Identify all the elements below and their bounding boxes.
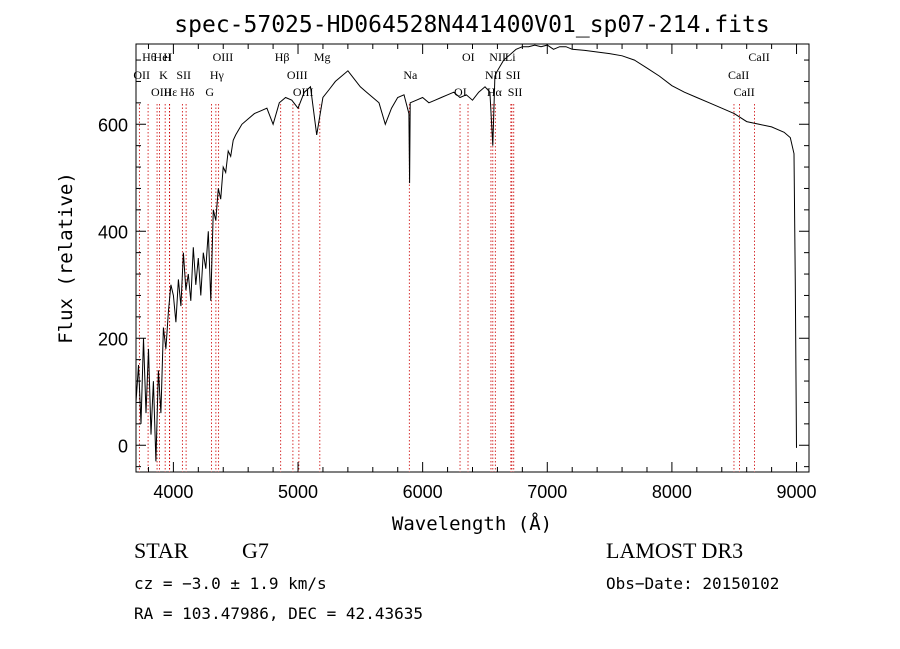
line-markers	[138, 104, 755, 472]
line-marker-label: Mg	[314, 50, 331, 64]
x-axis-label: Wavelength (Å)	[392, 512, 552, 535]
line-marker-label: Hε	[164, 85, 178, 99]
x-tick-label: 5000	[278, 482, 318, 502]
object-subclass: G7	[242, 538, 269, 563]
line-marker-label: Hγ	[210, 68, 225, 82]
line-marker-labels: HθOIIOIIIHeIKHεHSIIHδOIIIHγGHβOIIIOIIIMg…	[133, 50, 769, 99]
y-axis: 0 200 400 600	[98, 59, 809, 468]
y-axis-label: Flux (relative)	[55, 172, 77, 344]
redshift-cz: cz = −3.0 ± 1.9 km/s	[134, 574, 327, 593]
line-marker-label: SII	[506, 68, 521, 82]
y-tick-label: 600	[98, 115, 128, 135]
line-marker-label: SII	[176, 68, 191, 82]
coordinates: RA = 103.47986, DEC = 42.43635	[134, 604, 423, 623]
y-tick-label: 400	[98, 222, 128, 242]
line-marker-label: HeI	[154, 50, 172, 64]
line-marker-label: OIII	[213, 50, 234, 64]
line-marker-label: Hθ	[142, 50, 157, 64]
line-marker-label: G	[205, 85, 214, 99]
object-class: STAR	[134, 538, 189, 563]
line-marker-label: SII	[508, 85, 523, 99]
line-marker-label: CaII	[748, 50, 769, 64]
x-tick-label: 8000	[652, 482, 692, 502]
y-tick-label: 200	[98, 329, 128, 349]
line-marker-label: K	[159, 68, 168, 82]
line-marker-label: OI	[462, 50, 475, 64]
survey-name: LAMOST DR3	[606, 538, 744, 563]
line-marker-label: OIII	[151, 85, 172, 99]
x-axis: 4000 5000 6000 7000 8000 9000	[147, 44, 817, 502]
line-marker-label: CaII	[733, 85, 754, 99]
line-marker-label: CaII	[728, 68, 749, 82]
line-marker-label: OIII	[287, 68, 308, 82]
y-tick-label: 0	[118, 436, 128, 456]
chart-title: spec-57025-HD064528N441400V01_sp07-214.f…	[174, 12, 769, 38]
spectrum-line	[135, 44, 797, 462]
line-marker-label: Hβ	[275, 50, 290, 64]
x-tick-label: 6000	[403, 482, 443, 502]
line-marker-label: Li	[505, 50, 516, 64]
line-marker-label: H	[163, 50, 172, 64]
x-tick-label: 7000	[527, 482, 567, 502]
line-marker-label: NII	[489, 50, 506, 64]
plot-frame	[135, 43, 810, 473]
line-marker-label: Na	[403, 68, 418, 82]
line-marker-label: OII	[133, 68, 150, 82]
x-tick-label: 4000	[153, 482, 193, 502]
line-marker-label: Hδ	[180, 85, 195, 99]
x-tick-label: 9000	[777, 482, 817, 502]
observation-date: Obs−Date: 20150102	[606, 574, 780, 593]
line-marker-label: NII	[485, 68, 502, 82]
